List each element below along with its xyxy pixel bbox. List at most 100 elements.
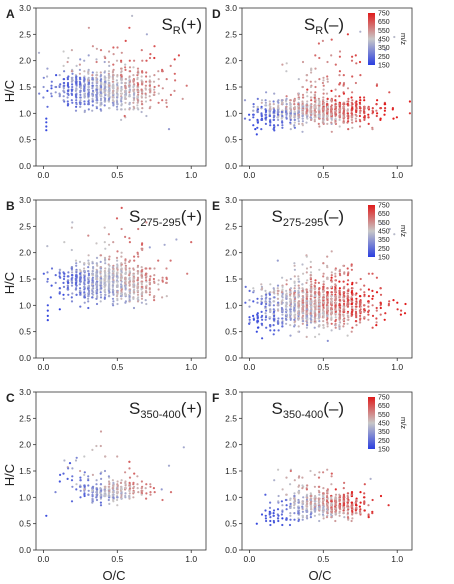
data-point [99, 504, 103, 507]
data-point [256, 97, 259, 100]
data-point [58, 271, 61, 274]
colorbar-label: m/z [399, 225, 408, 237]
y-tick-label: 2.5 [225, 29, 237, 39]
data-point [148, 246, 151, 249]
data-point [70, 300, 74, 303]
data-point [306, 100, 309, 103]
data-point [285, 70, 288, 73]
data-point [116, 74, 119, 77]
data-point [261, 337, 264, 340]
data-point [309, 516, 312, 519]
data-point [289, 277, 292, 281]
data-point [115, 91, 119, 94]
data-point [272, 287, 275, 290]
data-point [63, 241, 66, 244]
data-point [334, 322, 337, 325]
data-point [301, 295, 304, 298]
x-tick-label: 0.0 [243, 362, 255, 372]
data-point [334, 103, 337, 106]
data-point [289, 511, 292, 515]
data-point [350, 112, 353, 115]
x-tick-label: 0.0 [37, 170, 49, 180]
data-point [104, 271, 107, 274]
data-point [318, 56, 321, 60]
y-tick-label: 2.5 [225, 413, 237, 423]
data-point [99, 71, 102, 74]
x-tick-label: 1.0 [391, 554, 403, 564]
data-point [265, 91, 268, 94]
data-point [363, 502, 366, 505]
data-point [99, 501, 102, 504]
data-point [63, 91, 66, 94]
data-point [49, 296, 52, 299]
data-point [305, 121, 308, 124]
data-point [108, 258, 111, 261]
data-point [42, 76, 45, 79]
data-point [116, 100, 119, 103]
data-point [367, 516, 370, 519]
y-axis-label: H/C [2, 464, 17, 486]
data-point [313, 326, 316, 329]
data-point [281, 126, 284, 129]
data-point [351, 91, 354, 94]
data-point [358, 101, 361, 104]
data-point [289, 334, 292, 337]
data-point [297, 93, 300, 96]
y-tick-label: 0.0 [19, 545, 31, 555]
data-point [371, 112, 374, 115]
data-point [301, 289, 304, 292]
data-point [83, 267, 86, 270]
data-point [326, 114, 329, 118]
data-point [120, 262, 123, 265]
panel-title-main: S [129, 207, 140, 226]
data-point [87, 108, 90, 111]
data-point [305, 91, 308, 94]
data-point [133, 285, 136, 288]
data-point [314, 313, 317, 316]
data-point [293, 287, 296, 290]
data-point [326, 255, 329, 258]
data-point [301, 301, 305, 304]
panel-title-sign: (+) [181, 399, 202, 418]
data-point [306, 291, 309, 294]
data-point [395, 116, 398, 119]
data-point [330, 54, 333, 57]
data-point [281, 301, 284, 304]
data-point [144, 87, 147, 90]
data-point [371, 295, 375, 298]
data-point [161, 279, 164, 282]
data-point [322, 117, 325, 120]
data-point [87, 306, 90, 310]
data-point [371, 297, 374, 300]
data-point [111, 280, 114, 283]
data-point [342, 318, 345, 321]
data-point [330, 108, 333, 111]
colorbar-label: m/z [399, 33, 408, 45]
y-tick-label: 0.0 [225, 161, 237, 171]
data-point [128, 91, 131, 94]
data-point [108, 271, 111, 274]
data-point [276, 124, 280, 127]
data-point [280, 110, 284, 114]
data-point [289, 314, 292, 317]
data-point [273, 314, 276, 317]
data-point [103, 241, 106, 244]
data-point [363, 99, 366, 102]
data-point [243, 99, 247, 102]
data-point [70, 80, 73, 83]
data-point [149, 80, 152, 83]
data-point [45, 514, 48, 517]
data-point [281, 504, 284, 507]
data-point [120, 88, 123, 91]
data-point [313, 108, 317, 111]
data-point [87, 484, 90, 487]
data-point [297, 103, 300, 106]
data-point [62, 281, 65, 284]
data-point [96, 92, 99, 95]
data-point [71, 76, 74, 79]
data-point [305, 326, 308, 329]
data-point [350, 116, 353, 119]
data-point [318, 325, 321, 328]
data-point [306, 500, 309, 503]
